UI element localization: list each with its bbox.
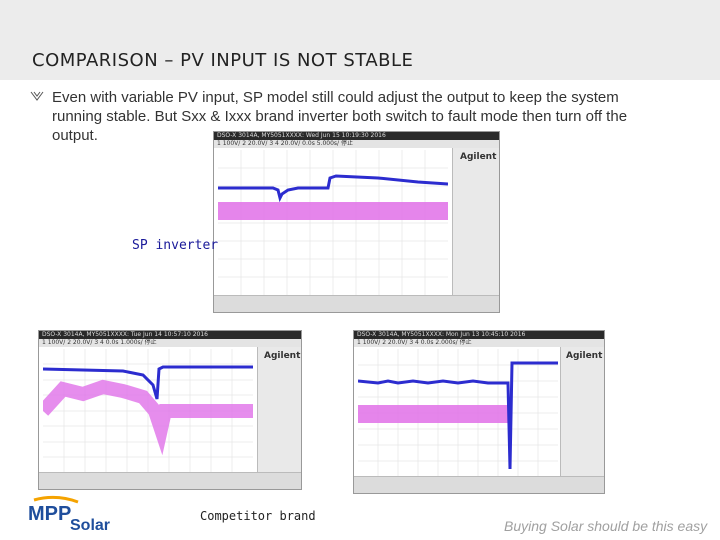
title-band: [0, 0, 720, 80]
label-competitor-brand: Competitor brand: [200, 509, 316, 523]
scope-side-panel: [452, 148, 499, 296]
mpp-solar-logo: MPP Solar: [28, 495, 110, 534]
scope-settings: 1 100V/ 2 20.0V/ 3 4 0.0s 2.000s/ 停止: [354, 339, 604, 347]
body-text: Even with variable PV input, SP model st…: [52, 89, 628, 144]
footer-slogan: Buying Solar should be this easy: [504, 518, 708, 534]
scope-side-panel: [560, 347, 604, 477]
scope-softkeys: [354, 476, 604, 493]
scope-side-panel: [257, 347, 301, 473]
scope-softkeys: [39, 472, 301, 489]
brand-label: Agilent: [264, 351, 301, 361]
brand-label: Agilent: [566, 351, 603, 361]
bullet-arrow-icon: [30, 90, 44, 105]
scope-softkeys: [214, 295, 499, 312]
svg-text:MPP: MPP: [28, 503, 71, 525]
scope-waveform: [218, 150, 448, 296]
brand-label: Agilent: [460, 152, 497, 162]
scope-header: DSO-X 3014A, MY5051XXXX: Tue Jun 14 10:5…: [39, 331, 301, 339]
scope-header: DSO-X 3014A, MY5051XXXX: Mon Jun 13 10:4…: [354, 331, 604, 339]
scope-header: DSO-X 3014A, MY5051XXXX: Wed Jun 15 10:1…: [214, 132, 499, 140]
svg-text:Solar: Solar: [70, 517, 110, 534]
scope-waveform: [43, 349, 253, 473]
slide-title: COMPARISON – PV INPUT IS NOT STABLE: [32, 50, 414, 71]
scope-screenshot-competitor-1: DSO-X 3014A, MY5051XXXX: Tue Jun 14 10:5…: [38, 330, 302, 490]
label-sp-inverter: SP inverter: [132, 238, 219, 253]
scope-waveform: [358, 349, 558, 477]
scope-settings: 1 100V/ 2 20.0V/ 3 4 20.0V/ 0.0s 5.000s/…: [214, 140, 499, 148]
scope-screenshot-sp: DSO-X 3014A, MY5051XXXX: Wed Jun 15 10:1…: [213, 131, 500, 313]
scope-screenshot-competitor-2: DSO-X 3014A, MY5051XXXX: Mon Jun 13 10:4…: [353, 330, 605, 494]
scope-settings: 1 100V/ 2 20.0V/ 3 4 0.0s 1.000s/ 停止: [39, 339, 301, 347]
